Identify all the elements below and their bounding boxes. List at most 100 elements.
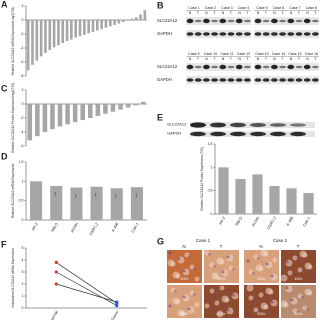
- lane-label: N: [273, 11, 276, 15]
- ihc-texture: [270, 274, 274, 278]
- series-line: [56, 271, 117, 306]
- band: [270, 131, 286, 137]
- ihc-texture: [248, 269, 254, 275]
- ihc-texture: [221, 295, 229, 303]
- bar: [65, 104, 70, 125]
- band: [227, 65, 235, 69]
- bar: [91, 20, 95, 32]
- lane-label: N: [290, 57, 293, 61]
- band: [250, 123, 266, 127]
- lane-label: T: [281, 11, 284, 15]
- ihc-texture: [189, 290, 195, 296]
- case-label: Case 13: [255, 52, 268, 56]
- bar: [65, 20, 69, 41]
- band: [227, 32, 235, 36]
- panel-label: C: [1, 83, 8, 93]
- y-tick-label: -2: [20, 32, 23, 36]
- ihc-texture: [221, 270, 225, 274]
- bar: [27, 104, 33, 141]
- band: [219, 78, 227, 82]
- magnification: 100×: [217, 277, 226, 281]
- lane-label: T: [197, 11, 200, 15]
- blot-label: SLC22A12: [167, 122, 187, 127]
- band: [287, 78, 295, 82]
- ihc-texture: [290, 298, 294, 302]
- ihc-texture: [209, 288, 215, 294]
- point: [54, 282, 58, 286]
- bar: [30, 181, 43, 220]
- case-label: Case 15: [288, 52, 301, 56]
- lane-label: N: [238, 11, 241, 15]
- band: [211, 32, 219, 36]
- panel-label: D: [1, 151, 8, 161]
- band: [279, 65, 286, 69]
- bar: [95, 104, 101, 116]
- bar: [35, 20, 39, 61]
- point: [115, 300, 119, 304]
- series-line: [56, 283, 117, 303]
- bar: [87, 20, 90, 34]
- band: [262, 78, 270, 82]
- tissue-label: N: [182, 244, 185, 249]
- ihc-texture: [216, 310, 224, 318]
- y-tick-label: 2: [22, 4, 24, 8]
- bar: [42, 104, 48, 132]
- y-tick-label: 0.5: [208, 189, 213, 193]
- bar: [57, 20, 60, 46]
- case-label: Case 8: [306, 6, 317, 10]
- ihc-texture: [246, 284, 254, 292]
- bar: [235, 179, 246, 214]
- x-tick-label: A-498: [286, 216, 295, 227]
- band: [219, 32, 227, 36]
- ihc-texture: [304, 262, 312, 270]
- ihc-texture: [287, 270, 293, 276]
- case-label: Case 12: [237, 52, 250, 56]
- bar: [143, 10, 147, 20]
- y-tick-label: -4: [20, 46, 23, 50]
- blot-strip: [254, 30, 319, 38]
- lane-label: N: [238, 57, 241, 61]
- y-tick-label: -2: [20, 116, 23, 120]
- band: [312, 19, 319, 23]
- bar: [113, 20, 116, 25]
- lane-label: N: [290, 11, 293, 15]
- lane-label: N: [273, 57, 276, 61]
- lane-label: N: [306, 57, 309, 61]
- ihc-texture: [194, 302, 200, 308]
- bar: [103, 104, 108, 114]
- bar: [44, 20, 47, 53]
- band: [254, 64, 262, 70]
- ihc-texture: [255, 264, 263, 272]
- ihc-texture: [172, 297, 180, 305]
- band: [210, 131, 226, 137]
- band: [250, 131, 266, 137]
- bar: [286, 188, 297, 214]
- band: [262, 65, 270, 69]
- blot-strip: [254, 17, 319, 25]
- lane-label: T: [197, 57, 200, 61]
- bar: [52, 20, 56, 48]
- blot-strip: [186, 63, 251, 71]
- bar: [218, 167, 229, 214]
- band: [244, 65, 251, 69]
- lane-label: T: [230, 57, 233, 61]
- band: [254, 78, 262, 82]
- y-tick-label: -8: [20, 74, 23, 78]
- band: [194, 65, 202, 69]
- band: [271, 78, 278, 82]
- significance: ***: [135, 192, 139, 197]
- ihc-texture: [258, 292, 264, 298]
- tissue-label: T: [297, 244, 300, 249]
- band: [203, 32, 210, 36]
- ihc-texture: [204, 303, 210, 309]
- ihc-texture: [272, 257, 278, 263]
- band: [235, 78, 243, 82]
- x-tick-label: HK-2: [218, 216, 226, 225]
- y-tick-label: 1.5: [208, 142, 213, 146]
- bar: [133, 104, 138, 106]
- magnification: 200×: [257, 312, 266, 316]
- y-tick-label: 0: [22, 218, 24, 222]
- ihc-texture: [297, 293, 303, 299]
- case-label: Case 9: [188, 52, 199, 56]
- y-axis-label: Relative SLC22A12 mRNA Expression log2(T…: [11, 7, 15, 76]
